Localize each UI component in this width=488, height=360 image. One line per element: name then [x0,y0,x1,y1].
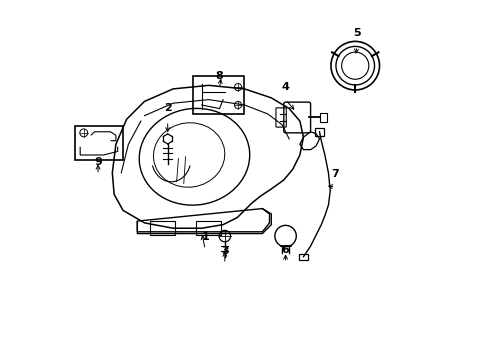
Bar [75,126,123,160]
Bar [196,221,221,235]
Text: 1: 1 [201,232,209,242]
Text: 6: 6 [281,245,289,255]
Bar [192,76,244,114]
Text: 7: 7 [331,169,339,179]
Text: 5: 5 [352,28,360,38]
Bar [149,221,175,235]
Text: 8: 8 [215,71,223,81]
Text: 4: 4 [281,82,289,92]
Text: 2: 2 [163,103,171,113]
Text: 9: 9 [94,157,102,167]
Text: 3: 3 [221,246,228,256]
